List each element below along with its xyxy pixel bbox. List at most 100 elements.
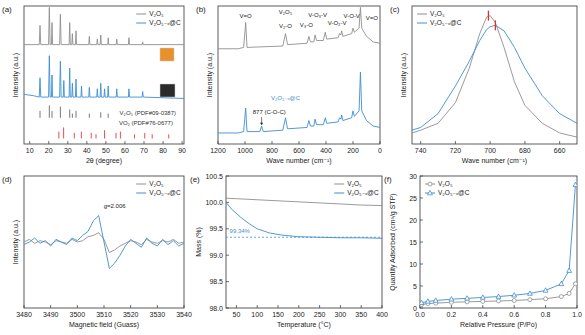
y-tick: [226, 228, 229, 229]
legend: V₂O₅V₂O₅₋ₓ@C: [136, 180, 181, 196]
series-line: [226, 198, 382, 205]
x-tick-label: 0.6: [509, 311, 519, 318]
plot-area: [226, 198, 382, 238]
y-tick: [420, 264, 423, 265]
x-tick: [482, 305, 483, 308]
x-tick: [299, 141, 300, 144]
x-tick: [50, 305, 51, 308]
y-axis-title: Mass (%): [195, 227, 203, 257]
legend-label: V₂O₅: [347, 180, 362, 187]
reference-stick: [91, 133, 92, 139]
x-tick: [104, 305, 105, 308]
data-point: [573, 182, 577, 186]
legend-marker: [428, 190, 433, 194]
x-axis-title: Wave number (cm⁻¹): [266, 157, 331, 165]
x-tick: [218, 141, 219, 144]
reference-stick: [108, 114, 109, 118]
x-tick: [272, 141, 273, 144]
frame: [24, 176, 184, 308]
x-axis-title: Relative Pressure (P/Po): [460, 321, 537, 329]
data-point: [465, 296, 470, 300]
x-tick-label: 720: [450, 147, 462, 154]
legend-label: V₂O₅₋ₓ@C: [149, 19, 181, 26]
data-point: [420, 300, 424, 304]
annotation: V=O: [240, 13, 253, 19]
x-tick-label: 30: [64, 147, 72, 154]
x-tick: [319, 305, 320, 308]
x-tick-label: 680: [519, 147, 531, 154]
plot-area: [218, 7, 380, 133]
x-tick: [257, 305, 258, 308]
y-tick-label: 98.5: [209, 278, 223, 285]
y-tick-label: 99.5: [209, 225, 223, 232]
y-tick: [420, 220, 423, 221]
panel: 1020304050607080902θ (degree)Intensity (…: [2, 5, 186, 165]
legend: V₂O₅V₂O₅₋ₓ@C: [417, 10, 462, 26]
x-tick: [340, 305, 341, 308]
y-axis-title: Intensity (a.u.): [12, 53, 20, 97]
x-tick-label: 3540: [176, 311, 192, 318]
x-tick-label: 80: [159, 147, 167, 154]
x-tick-label: 600: [293, 147, 305, 154]
legend-swatch: [136, 23, 146, 24]
panel-label: (f): [384, 175, 392, 184]
data-point: [481, 299, 485, 303]
y-tick-label: 20: [409, 217, 417, 224]
x-tick: [524, 141, 525, 144]
page: {"chart_data": [ {"type": "line", "panel…: [0, 0, 585, 335]
reference-stick: [144, 133, 145, 139]
data-point: [543, 288, 548, 292]
frame: [226, 176, 382, 308]
data-point: [497, 299, 501, 303]
legend-label: V₂O₅: [430, 10, 445, 17]
reference-stick: [40, 111, 41, 118]
x-tick: [236, 305, 237, 308]
x-tick-label: 3520: [123, 311, 139, 318]
annotation: 99.34%: [230, 228, 251, 234]
y-tick: [420, 242, 423, 243]
x-tick: [382, 305, 383, 308]
x-tick-label: 0.4: [478, 311, 488, 318]
x-tick-label: 200: [347, 147, 359, 154]
panel: 0.00.20.40.60.81.0051015202530Relative P…: [384, 173, 582, 330]
annotation: V-O₃-V: [308, 12, 327, 18]
annotation: V₂O₅: [279, 9, 293, 15]
data-point: [480, 295, 485, 299]
reference-stick: [58, 132, 59, 139]
data-point: [528, 298, 532, 302]
peak-mark: [495, 20, 496, 30]
annotation: V-O₂-V: [328, 20, 347, 26]
y-tick-label: 100.5: [205, 173, 223, 180]
x-tick: [157, 305, 158, 308]
x-tick-label: 700: [484, 147, 496, 154]
y-tick-label: 30: [409, 173, 417, 180]
x-tick: [455, 141, 456, 144]
panel: 120010008006004002000Wave number (cm⁻¹)I…: [196, 5, 382, 165]
x-tick-label: 250: [314, 311, 326, 318]
x-tick-label: 0.2: [447, 311, 457, 318]
x-tick: [67, 141, 68, 144]
x-tick-label: 70: [140, 147, 148, 154]
x-tick: [545, 305, 546, 308]
x-tick: [451, 305, 452, 308]
plot-area: [24, 216, 184, 269]
legend-label: V₂O₅: [149, 180, 164, 187]
x-tick: [245, 141, 246, 144]
figure: 1020304050607080902θ (degree)Intensity (…: [0, 0, 585, 335]
x-tick-label: 50: [233, 311, 241, 318]
panel-label: (d): [2, 175, 12, 184]
sample-photo: [160, 48, 174, 61]
y-axis-title: Intensity (a.u.): [400, 53, 408, 97]
reference-stick: [52, 111, 53, 118]
panel-label: (e): [190, 175, 200, 184]
x-tick: [559, 141, 560, 144]
series-line: [24, 56, 184, 99]
x-tick: [326, 141, 327, 144]
x-tick-label: 0.0: [415, 311, 425, 318]
x-tick-label: 3510: [96, 311, 112, 318]
x-tick-label: 10: [26, 147, 34, 154]
plot-area: [24, 7, 184, 138]
reference-stick: [89, 114, 90, 118]
legend-swatch: [334, 193, 344, 194]
series-line: [218, 7, 380, 48]
